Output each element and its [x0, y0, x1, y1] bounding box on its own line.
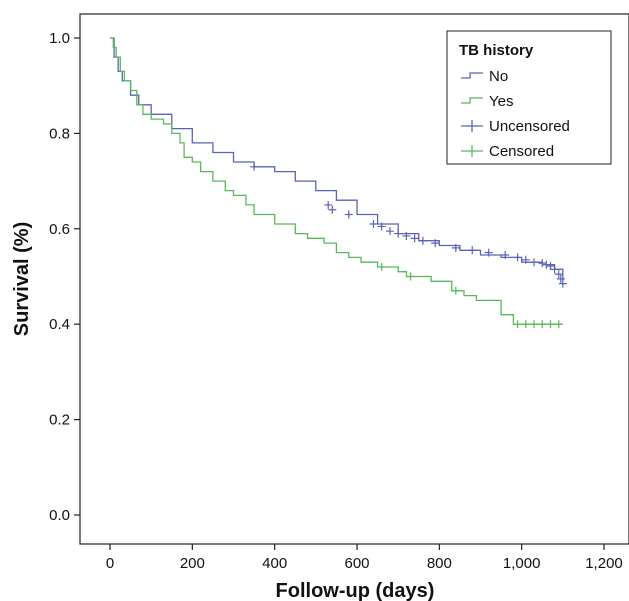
censor-mark: [385, 227, 394, 236]
x-tick-label: 800: [427, 555, 452, 572]
legend-marker-swatch: [461, 120, 483, 132]
plot-frame: [79, 13, 629, 545]
censor-mark: [538, 259, 547, 268]
censor-mark: [410, 234, 419, 243]
y-tick-label: 1.0: [49, 30, 70, 47]
censor-mark: [501, 251, 510, 260]
censor-mark: [369, 220, 378, 229]
y-axis: 0.0 0.2 0.4 0.6 0.8 1.0: [49, 30, 80, 524]
series-curves: [110, 37, 564, 325]
censor-mark: [521, 320, 530, 329]
censor-mark: [550, 265, 559, 274]
censor-mark: [377, 262, 386, 271]
x-axis-title: Follow-up (days): [276, 580, 435, 601]
legend-line-swatch: [461, 72, 483, 79]
legend: TB history No Yes Uncensored Censored: [446, 30, 612, 165]
censor-mark: [328, 205, 337, 214]
censor-mark: [402, 231, 411, 240]
censor-mark: [530, 320, 539, 329]
censor-mark: [513, 320, 522, 329]
censor-mark: [418, 236, 427, 245]
censor-mark: [546, 320, 555, 329]
censor-mark: [484, 248, 493, 257]
y-tick-label: 0.0: [49, 507, 70, 524]
x-tick-label: 400: [262, 555, 287, 572]
legend-label: No: [489, 68, 508, 85]
censor-mark: [513, 253, 522, 262]
censor-mark: [344, 210, 353, 219]
censor-mark: [538, 320, 547, 329]
censor-mark: [521, 255, 530, 264]
y-tick-label: 0.8: [49, 125, 70, 142]
y-tick-label: 0.4: [49, 316, 70, 333]
y-axis-title: Survival (%): [11, 222, 33, 336]
survival-curve-yes: [110, 37, 563, 325]
y-tick-label: 0.2: [49, 412, 70, 429]
x-tick-label: 1,200: [585, 555, 623, 572]
legend-label: Uncensored: [489, 118, 570, 135]
legend-title: TB history: [459, 42, 534, 59]
censor-mark: [250, 162, 259, 171]
censor-mark: [451, 286, 460, 295]
censor-mark: [556, 274, 565, 283]
legend-label: Censored: [489, 143, 554, 160]
legend-entries: No Yes Uncensored Censored: [461, 68, 570, 160]
censor-mark: [468, 246, 477, 255]
x-tick-label: 1,000: [503, 555, 541, 572]
survival-curve-no: [110, 37, 564, 282]
x-tick-label: 200: [180, 555, 205, 572]
x-axis: 0 200 400 600 800 1,000 1,200: [106, 544, 623, 572]
censor-mark: [554, 270, 563, 279]
x-tick-label: 0: [106, 555, 114, 572]
censor-markers: [250, 162, 567, 329]
censor-mark: [451, 243, 460, 252]
censor-mark: [394, 229, 403, 238]
censor-mark: [554, 320, 563, 329]
censor-mark: [377, 222, 386, 231]
censor-mark: [406, 272, 415, 281]
legend-label: Yes: [489, 93, 513, 110]
x-tick-label: 600: [344, 555, 369, 572]
censor-mark: [530, 258, 539, 267]
censor-mark: [324, 200, 333, 209]
legend-line-swatch: [461, 97, 483, 104]
censor-mark: [542, 260, 551, 269]
censor-mark: [431, 239, 440, 248]
y-tick-label: 0.6: [49, 221, 70, 238]
legend-marker-swatch: [461, 145, 483, 157]
censor-mark: [546, 262, 555, 271]
censor-mark: [558, 279, 567, 288]
